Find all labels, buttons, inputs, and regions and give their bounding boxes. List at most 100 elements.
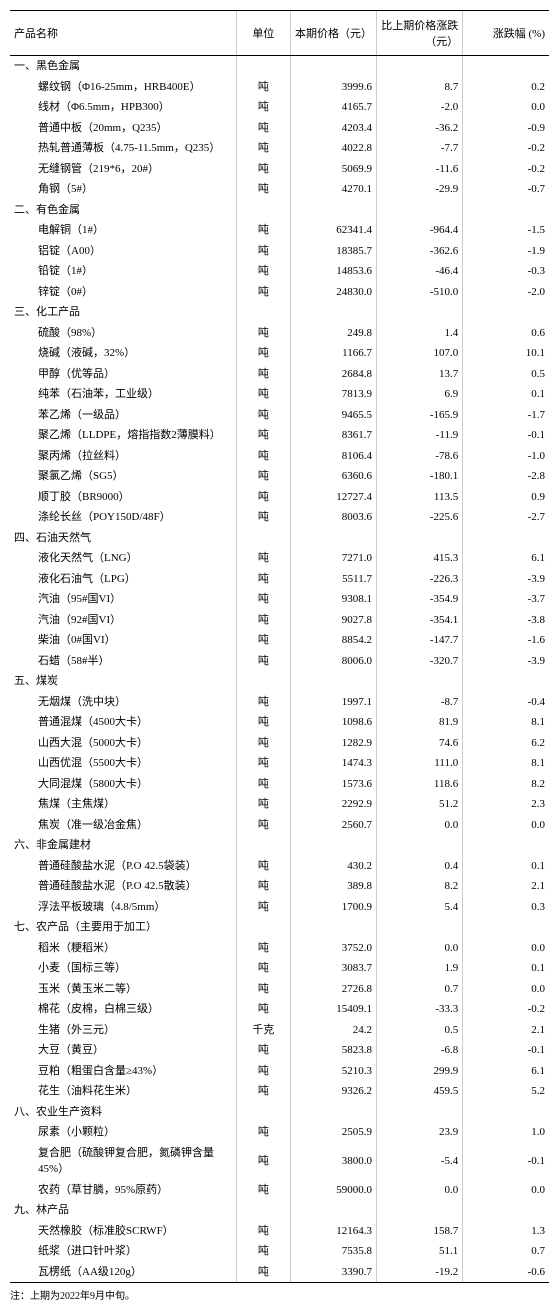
section-row: 五、煤炭: [10, 671, 549, 692]
cell-unit: 吨: [236, 815, 290, 836]
cell-pct: -0.1: [463, 1040, 549, 1061]
cell-price: 4203.4: [290, 118, 376, 139]
cell-change: 107.0: [377, 343, 463, 364]
cell-price: 62341.4: [290, 220, 376, 241]
table-row: 苯乙烯（一级品）吨9465.5-165.9-1.7: [10, 405, 549, 426]
cell-unit: 吨: [236, 589, 290, 610]
header-unit: 单位: [236, 11, 290, 56]
cell-name: 农药（草甘膦，95%原药）: [10, 1180, 236, 1201]
section-row: 四、石油天然气: [10, 528, 549, 549]
cell-price: 8854.2: [290, 630, 376, 651]
table-row: 小麦（国标三等）吨3083.71.90.1: [10, 958, 549, 979]
table-row: 山西优混（5500大卡）吨1474.3111.08.1: [10, 753, 549, 774]
table-row: 聚丙烯（拉丝料）吨8106.4-78.6-1.0: [10, 446, 549, 467]
cell-unit: 吨: [236, 97, 290, 118]
cell-change: 5.4: [377, 897, 463, 918]
table-row: 普通硅酸盐水泥（P.O 42.5散装）吨389.88.22.1: [10, 876, 549, 897]
cell-pct: 1.0: [463, 1122, 549, 1143]
cell-pct: -0.2: [463, 159, 549, 180]
cell-name: 瓦楞纸（AA级120g）: [10, 1262, 236, 1283]
table-row: 甲醇（优等品）吨2684.813.70.5: [10, 364, 549, 385]
cell-pct: -1.6: [463, 630, 549, 651]
cell-name: 甲醇（优等品）: [10, 364, 236, 385]
cell-change: -225.6: [377, 507, 463, 528]
cell-change: -510.0: [377, 282, 463, 303]
cell-price: 2560.7: [290, 815, 376, 836]
cell-change: -320.7: [377, 651, 463, 672]
cell-name: 汽油（92#国VI）: [10, 610, 236, 631]
cell-name: 无烟煤（洗中块）: [10, 692, 236, 713]
table-row: 生猪（外三元）千克24.20.52.1: [10, 1020, 549, 1041]
cell-unit: 吨: [236, 77, 290, 98]
cell-unit: 吨: [236, 1122, 290, 1143]
cell-name: 柴油（0#国VI）: [10, 630, 236, 651]
table-row: 汽油（95#国VI）吨9308.1-354.9-3.7: [10, 589, 549, 610]
header-change: 比上期价格涨跌（元）: [377, 11, 463, 56]
cell-pct: -1.9: [463, 241, 549, 262]
cell-change: 8.7: [377, 77, 463, 98]
cell-unit: 吨: [236, 261, 290, 282]
cell-name: 石蜡（58#半）: [10, 651, 236, 672]
section-row: 九、林产品: [10, 1200, 549, 1221]
cell-price: 3800.0: [290, 1143, 376, 1180]
section-title: 七、农产品（主要用于加工）: [10, 917, 236, 938]
table-row: 农药（草甘膦，95%原药）吨59000.00.00.0: [10, 1180, 549, 1201]
table-row: 石蜡（58#半）吨8006.0-320.7-3.9: [10, 651, 549, 672]
cell-price: 15409.1: [290, 999, 376, 1020]
cell-name: 普通硅酸盐水泥（P.O 42.5散装）: [10, 876, 236, 897]
section-title: 四、石油天然气: [10, 528, 236, 549]
cell-name: 锌锭（0#）: [10, 282, 236, 303]
cell-pct: -2.0: [463, 282, 549, 303]
table-row: 柴油（0#国VI）吨8854.2-147.7-1.6: [10, 630, 549, 651]
cell-name: 苯乙烯（一级品）: [10, 405, 236, 426]
cell-pct: -1.0: [463, 446, 549, 467]
cell-price: 1573.6: [290, 774, 376, 795]
cell-change: 1.9: [377, 958, 463, 979]
cell-name: 聚乙烯（LLDPE，熔指指数2薄膜料）: [10, 425, 236, 446]
cell-price: 9308.1: [290, 589, 376, 610]
header-row: 产品名称 单位 本期价格（元） 比上期价格涨跌（元） 涨跌幅 (%): [10, 11, 549, 56]
section-title: 一、黑色金属: [10, 56, 236, 77]
section-title: 三、化工产品: [10, 302, 236, 323]
cell-price: 7271.0: [290, 548, 376, 569]
cell-price: 24.2: [290, 1020, 376, 1041]
cell-unit: 吨: [236, 958, 290, 979]
section-title: 六、非金属建材: [10, 835, 236, 856]
cell-pct: 0.1: [463, 856, 549, 877]
cell-name: 普通混煤（4500大卡）: [10, 712, 236, 733]
cell-price: 8106.4: [290, 446, 376, 467]
table-row: 液化石油气（LPG）吨5511.7-226.3-3.9: [10, 569, 549, 590]
cell-change: 81.9: [377, 712, 463, 733]
cell-name: 普通硅酸盐水泥（P.O 42.5袋装）: [10, 856, 236, 877]
cell-change: -6.8: [377, 1040, 463, 1061]
cell-price: 3083.7: [290, 958, 376, 979]
cell-price: 249.8: [290, 323, 376, 344]
cell-unit: 吨: [236, 138, 290, 159]
cell-change: 51.1: [377, 1241, 463, 1262]
cell-price: 2505.9: [290, 1122, 376, 1143]
cell-change: 6.9: [377, 384, 463, 405]
cell-change: -11.9: [377, 425, 463, 446]
cell-change: -19.2: [377, 1262, 463, 1283]
cell-unit: 吨: [236, 733, 290, 754]
cell-unit: 吨: [236, 610, 290, 631]
cell-unit: 吨: [236, 774, 290, 795]
cell-pct: 2.3: [463, 794, 549, 815]
cell-price: 3752.0: [290, 938, 376, 959]
cell-change: 74.6: [377, 733, 463, 754]
cell-price: 2726.8: [290, 979, 376, 1000]
cell-change: -180.1: [377, 466, 463, 487]
cell-pct: 0.1: [463, 384, 549, 405]
table-row: 稻米（粳稻米）吨3752.00.00.0: [10, 938, 549, 959]
cell-pct: 5.2: [463, 1081, 549, 1102]
cell-pct: -3.8: [463, 610, 549, 631]
cell-change: -29.9: [377, 179, 463, 200]
cell-unit: 吨: [236, 712, 290, 733]
cell-pct: 1.3: [463, 1221, 549, 1242]
cell-price: 14853.6: [290, 261, 376, 282]
cell-name: 生猪（外三元）: [10, 1020, 236, 1041]
cell-change: 13.7: [377, 364, 463, 385]
cell-change: -78.6: [377, 446, 463, 467]
cell-name: 硫酸（98%）: [10, 323, 236, 344]
cell-change: -2.0: [377, 97, 463, 118]
